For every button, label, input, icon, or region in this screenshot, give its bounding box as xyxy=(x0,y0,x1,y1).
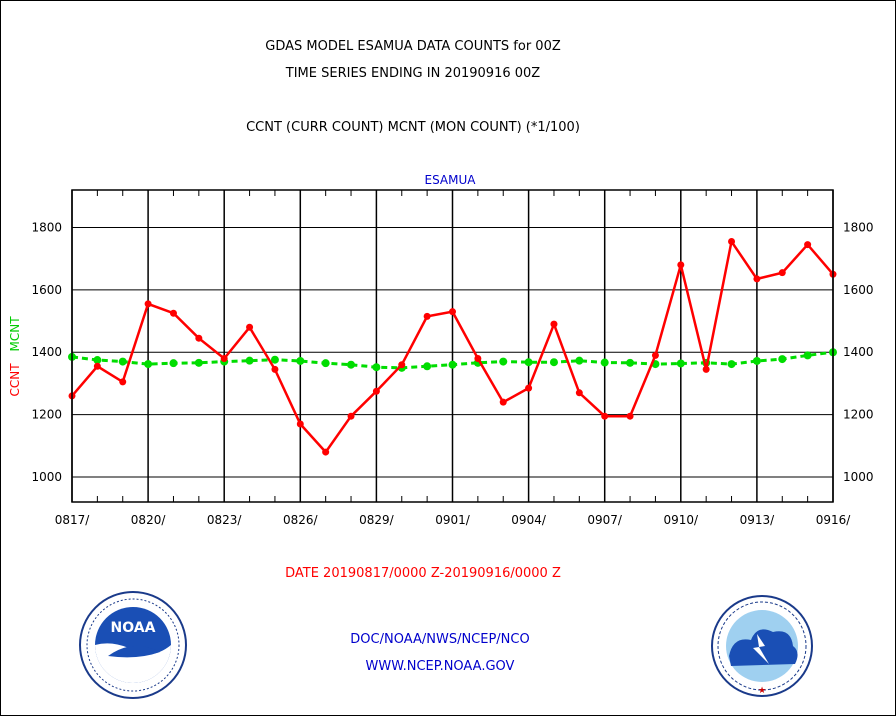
y-tick-label-right: 1200 xyxy=(843,408,874,422)
point-mcnt xyxy=(245,356,254,365)
chart-subtitle: CCNT (CURR COUNT) MCNT (MON COUNT) (*1/1… xyxy=(246,120,580,135)
point-ccnt xyxy=(220,354,228,362)
point-ccnt xyxy=(804,241,812,249)
point-ccnt xyxy=(423,312,431,320)
tick-layer: 1000 1000 1200 1200 1400 1400 1600 1600 1800 1800… xyxy=(31,220,873,527)
plot-border xyxy=(71,189,834,503)
x-tick-label: 0817/ xyxy=(55,513,91,527)
point-mcnt xyxy=(727,360,736,369)
x-tick-label: 0907/ xyxy=(587,513,623,527)
point-mcnt xyxy=(270,355,279,364)
date-range-label: DATE 20190817/0000 Z-20190916/0000 Z xyxy=(285,566,561,581)
point-ccnt xyxy=(296,420,304,428)
point-ccnt xyxy=(702,365,710,373)
point-mcnt xyxy=(93,356,102,365)
station-label: ESAMUA xyxy=(424,173,476,187)
point-mcnt xyxy=(169,359,178,368)
point-mcnt xyxy=(778,355,787,364)
point-ccnt xyxy=(525,384,533,392)
x-tick-label: 0901/ xyxy=(435,513,471,527)
y-tick-label-left: 1400 xyxy=(31,345,62,359)
url-label: WWW.NCEP.NOAA.GOV xyxy=(365,659,515,674)
svg-text:★: ★ xyxy=(758,686,766,696)
point-ccnt xyxy=(753,275,761,283)
point-mcnt xyxy=(600,358,609,367)
point-mcnt xyxy=(448,360,457,369)
point-ccnt xyxy=(322,448,330,456)
y-axis-label-ccnt: CCNT xyxy=(8,363,22,397)
y-tick-label-left: 1600 xyxy=(31,283,62,297)
point-ccnt xyxy=(195,334,203,342)
x-tick-label: 0910/ xyxy=(664,513,700,527)
chart-title-line1: GDAS MODEL ESAMUA DATA COUNTS for 00Z xyxy=(265,39,561,54)
point-ccnt xyxy=(474,354,482,362)
point-ccnt xyxy=(93,362,101,370)
x-tick-label: 0904/ xyxy=(511,513,547,527)
y-axis-label-mcnt: MCNT xyxy=(8,316,22,352)
x-tick-label: 0820/ xyxy=(131,513,167,527)
point-mcnt xyxy=(118,357,127,366)
nws-logo: ★ xyxy=(707,594,817,702)
chart-title-line2: TIME SERIES ENDING IN 20190916 00Z xyxy=(285,66,541,81)
x-tick-label: 0913/ xyxy=(740,513,776,527)
point-mcnt xyxy=(524,358,533,367)
grid-layer xyxy=(71,190,834,502)
x-tick-label: 0823/ xyxy=(207,513,243,527)
point-ccnt xyxy=(347,412,355,420)
point-mcnt xyxy=(803,351,812,360)
point-mcnt xyxy=(549,358,558,367)
point-ccnt xyxy=(499,398,507,406)
point-mcnt xyxy=(372,363,381,372)
point-ccnt xyxy=(601,412,609,420)
y-tick-label-right: 1000 xyxy=(843,470,874,484)
point-mcnt xyxy=(676,359,685,368)
y-tick-label-left: 1800 xyxy=(31,220,62,234)
point-mcnt xyxy=(321,359,330,368)
org-label: DOC/NOAA/NWS/NCEP/NCO xyxy=(350,632,530,647)
y-tick-label-right: 1600 xyxy=(843,283,874,297)
point-mcnt xyxy=(626,358,635,367)
point-ccnt xyxy=(246,323,254,331)
point-ccnt xyxy=(449,308,456,316)
y-tick-label-left: 1200 xyxy=(31,408,62,422)
point-ccnt xyxy=(677,261,685,269)
x-tick-label: 0826/ xyxy=(283,513,319,527)
point-mcnt xyxy=(499,357,508,366)
noaa-logo-text: NOAA xyxy=(111,620,156,636)
y-tick-label-left: 1000 xyxy=(31,470,62,484)
point-mcnt xyxy=(194,358,203,367)
point-ccnt xyxy=(372,387,380,395)
point-mcnt xyxy=(752,356,761,365)
point-ccnt xyxy=(119,378,127,386)
point-mcnt xyxy=(575,356,584,365)
point-mcnt xyxy=(144,360,153,369)
x-tick-label: 0829/ xyxy=(359,513,395,527)
point-ccnt xyxy=(626,412,634,420)
point-ccnt xyxy=(271,365,279,373)
point-ccnt xyxy=(728,237,736,245)
point-ccnt xyxy=(651,351,659,359)
point-mcnt xyxy=(296,356,305,365)
series-layer xyxy=(68,237,837,456)
point-ccnt xyxy=(144,300,152,308)
point-ccnt xyxy=(550,320,558,328)
point-mcnt xyxy=(347,360,356,369)
point-ccnt xyxy=(778,269,786,277)
y-tick-label-right: 1800 xyxy=(843,220,874,234)
noaa-logo: NOAA xyxy=(78,590,188,704)
x-tick-label: 0916/ xyxy=(816,513,852,527)
y-tick-label-right: 1400 xyxy=(843,345,874,359)
point-mcnt xyxy=(423,362,432,371)
point-ccnt xyxy=(398,361,406,369)
point-ccnt xyxy=(169,309,177,317)
point-ccnt xyxy=(575,389,583,397)
